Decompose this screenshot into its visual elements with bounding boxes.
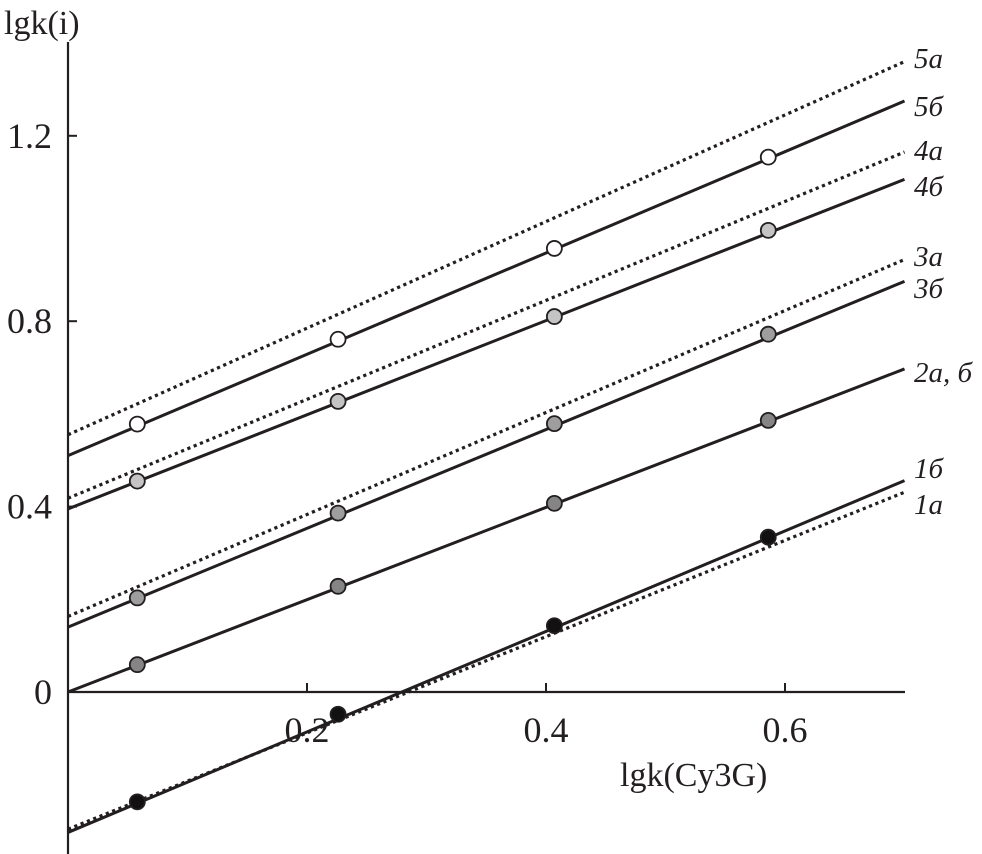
series-3-label: 4а xyxy=(914,135,943,167)
series-2-point xyxy=(759,148,777,166)
series-2-line xyxy=(67,99,906,457)
series-2-point xyxy=(329,330,347,348)
series-7-point xyxy=(128,656,146,674)
series-6-point xyxy=(128,589,146,607)
y-tick-label: 0.4 xyxy=(7,487,52,527)
series-points xyxy=(128,148,777,811)
series-6-point xyxy=(759,325,777,343)
x-tick-label: 0.2 xyxy=(285,710,330,750)
series-2-point xyxy=(545,240,563,257)
series-8-point xyxy=(759,528,777,546)
series-7-point xyxy=(545,494,563,512)
series-7-point xyxy=(759,411,777,429)
series-1-label: 5а xyxy=(914,43,943,75)
series-7-point xyxy=(329,577,347,595)
x-axis-label: lgk(Cy3G) xyxy=(620,757,767,794)
series-4-point xyxy=(759,221,777,239)
series-7-label: 2а, б xyxy=(914,357,974,389)
series-2-label: 5б xyxy=(914,91,945,123)
x-tick-label: 0.6 xyxy=(763,710,808,750)
series-6-line xyxy=(67,279,906,629)
y-tick-label: 0 xyxy=(34,672,52,712)
y-axis-label: lgk(i) xyxy=(4,5,80,42)
ticks: 0.2 0.4 0.6 0 0.4 0.8 1.2 xyxy=(7,116,808,750)
series-3-line xyxy=(67,150,906,500)
series-5-line xyxy=(67,258,906,618)
series-6-label: 3б xyxy=(913,273,945,305)
series-2-point xyxy=(128,415,146,433)
series-8-point xyxy=(128,793,146,811)
x-tick-label: 0.4 xyxy=(524,710,569,750)
series-8-point xyxy=(329,705,347,723)
series-9-line xyxy=(67,490,906,831)
series-8-line xyxy=(67,479,906,834)
series-4-line xyxy=(67,177,906,511)
series-7-line xyxy=(67,367,906,694)
series-4-point xyxy=(545,308,563,325)
series-9-label: 1а xyxy=(914,489,943,521)
series-8-label: 1б xyxy=(914,453,945,485)
series-1-line xyxy=(67,60,906,437)
y-tick-label: 0.8 xyxy=(7,301,52,341)
series-6-point xyxy=(545,415,563,433)
series-4-point xyxy=(329,392,347,410)
series-4-label: 4б xyxy=(914,171,945,203)
series-5-label: 3а xyxy=(913,241,943,273)
series-6-point xyxy=(329,504,347,522)
y-tick-label: 1.2 xyxy=(7,116,52,156)
series-4-point xyxy=(128,472,146,490)
axes xyxy=(66,42,905,854)
series-8-point xyxy=(545,617,563,635)
